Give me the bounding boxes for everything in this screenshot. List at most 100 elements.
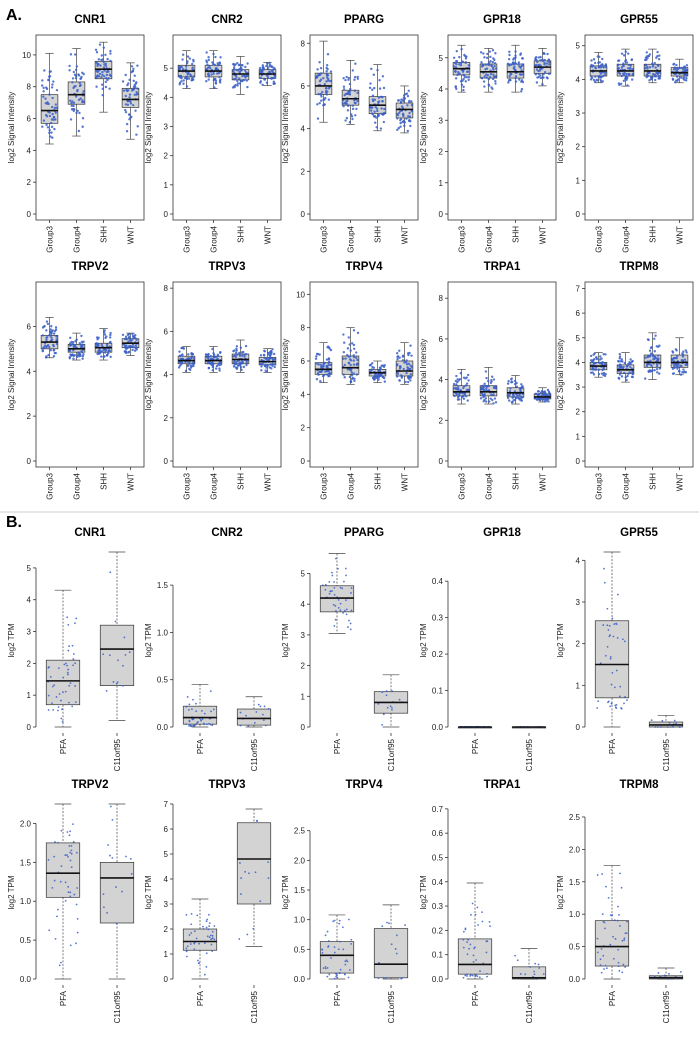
data-point xyxy=(267,877,270,880)
data-point xyxy=(328,374,331,378)
x-tick-label: PFA xyxy=(59,990,68,1006)
box-body xyxy=(45,842,81,898)
data-point xyxy=(370,67,373,71)
data-point xyxy=(671,78,675,81)
data-point xyxy=(116,681,119,684)
data-point xyxy=(67,891,70,894)
data-point xyxy=(345,599,347,602)
y-tick-label: 0.0 xyxy=(157,723,169,732)
data-point xyxy=(508,50,511,54)
data-point xyxy=(644,67,647,70)
data-point xyxy=(244,76,247,79)
data-point xyxy=(78,81,81,85)
data-point xyxy=(211,950,214,952)
data-point xyxy=(374,105,377,109)
data-point xyxy=(470,913,472,916)
data-point xyxy=(342,85,346,88)
data-point xyxy=(657,77,660,80)
data-point xyxy=(398,111,401,115)
data-point xyxy=(603,73,607,77)
data-point xyxy=(95,336,99,339)
data-point xyxy=(207,913,210,916)
data-point xyxy=(373,115,376,118)
data-point xyxy=(97,349,100,353)
data-point xyxy=(467,64,470,67)
data-point xyxy=(408,111,411,115)
data-point xyxy=(674,348,678,351)
y-tick-label: 4 xyxy=(27,596,32,605)
data-point xyxy=(335,975,338,978)
data-point xyxy=(509,387,512,390)
data-point xyxy=(607,700,610,703)
data-point xyxy=(355,351,358,354)
data-point xyxy=(352,343,356,347)
data-point xyxy=(78,342,82,345)
data-point xyxy=(625,61,629,64)
data-point xyxy=(325,90,329,93)
data-point xyxy=(514,76,517,80)
panel-title: TRPV3 xyxy=(208,779,245,791)
data-point xyxy=(389,705,392,708)
data-point xyxy=(390,943,393,946)
data-point xyxy=(54,937,57,940)
y-tick-label: 0.0 xyxy=(569,975,581,984)
data-point xyxy=(125,338,129,341)
data-point xyxy=(599,72,603,75)
x-tick-label: Group3 xyxy=(595,225,604,252)
data-point xyxy=(260,365,263,368)
y-tick-label: 0.3 xyxy=(432,902,444,911)
data-point xyxy=(377,375,381,378)
box-c11orf95: C11orf95 xyxy=(236,696,272,771)
data-point xyxy=(319,363,322,366)
data-point xyxy=(350,113,353,116)
data-point xyxy=(128,651,131,654)
data-point xyxy=(484,370,488,373)
data-point xyxy=(72,109,75,113)
data-point xyxy=(482,395,485,399)
data-point xyxy=(629,68,632,71)
data-point xyxy=(479,970,481,973)
data-point xyxy=(402,114,405,118)
data-point xyxy=(473,947,476,950)
data-point xyxy=(108,73,112,77)
data-point xyxy=(683,65,686,69)
y-tick-label: 0 xyxy=(576,457,581,466)
y-tick-label: 0.4 xyxy=(432,878,444,887)
data-point xyxy=(205,926,208,929)
x-tick-label: Group4 xyxy=(347,472,356,499)
x-tick-label: Group4 xyxy=(622,472,631,499)
data-point xyxy=(489,55,492,59)
data-point xyxy=(656,50,659,54)
data-point xyxy=(493,385,496,388)
data-point xyxy=(41,326,45,329)
data-point xyxy=(597,361,600,364)
data-point xyxy=(621,360,624,363)
data-point xyxy=(47,75,51,78)
data-point xyxy=(485,76,488,79)
y-tick-label: 3 xyxy=(576,598,581,607)
data-point xyxy=(75,617,78,620)
data-point xyxy=(494,52,497,55)
data-point xyxy=(131,87,134,91)
data-point xyxy=(109,49,112,53)
y-tick-label: 2 xyxy=(27,659,32,668)
data-point xyxy=(667,978,670,980)
data-point xyxy=(348,121,352,124)
data-point xyxy=(240,877,243,879)
data-point xyxy=(482,400,485,403)
data-point xyxy=(492,378,496,381)
y-tick-label: 0.5 xyxy=(569,943,581,952)
data-point xyxy=(102,653,105,656)
data-point xyxy=(464,61,467,64)
data-point xyxy=(132,79,135,83)
data-point xyxy=(478,976,481,979)
data-point xyxy=(106,78,109,82)
data-point xyxy=(455,59,458,63)
data-point xyxy=(121,890,123,893)
data-point xyxy=(397,126,400,130)
data-point xyxy=(350,592,352,594)
data-point xyxy=(396,371,399,374)
